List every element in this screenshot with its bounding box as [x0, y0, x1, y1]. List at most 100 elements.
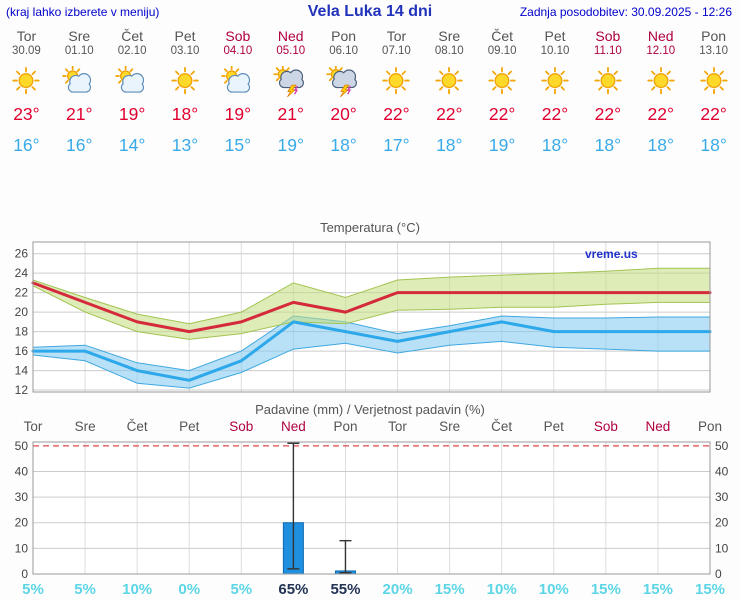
precip-probability: 15% [643, 581, 673, 598]
precip-day-label: Pet [544, 419, 565, 434]
y-tick-label: 24 [15, 266, 29, 280]
precip-probability: 10% [122, 581, 152, 598]
max-temperature: 19° [118, 104, 146, 124]
day-name: Sob [595, 28, 621, 44]
weather-icon-wrap [482, 66, 522, 97]
forecast-day: Tor 07.10 22° 17° [370, 28, 423, 156]
watermark: vreme.us [585, 247, 638, 261]
precipitation-chart: Tor Sre Čet Pet Sob Ned Pon Tor Sre Čet Pet Sob Ned P… [15, 419, 729, 598]
weather-icon-wrap [429, 66, 469, 97]
y-tick-label: 16 [15, 344, 29, 358]
max-temperature: 18° [171, 104, 199, 124]
precipitation-chart-title: Padavine (mm) / Verjetnost padavin (%) [255, 402, 485, 417]
day-name: Ned [277, 28, 304, 44]
y-tick-label: 20 [15, 516, 29, 530]
y-tick-label: 10 [15, 541, 29, 555]
y-tick-label: 50 [715, 439, 729, 453]
precip-day-label: Sre [75, 419, 96, 434]
min-temperature: 19° [488, 135, 516, 155]
forecast-day: Sre 01.10 21° 16° [53, 28, 106, 156]
sun-icon [12, 66, 41, 95]
forecast-day: Sre 08.10 22° 18° [423, 28, 476, 156]
weather-icon-wrap [641, 66, 681, 97]
weather-icon-wrap [324, 64, 364, 98]
weather-icon-wrap [694, 66, 734, 97]
day-date: 05.10 [276, 45, 306, 57]
forecast-day: Pet 03.10 18° 13° [159, 28, 212, 156]
precip-probability: 15% [591, 581, 621, 598]
sun-icon [699, 66, 728, 95]
min-temperature: 18° [700, 135, 727, 155]
max-temperature: 21° [277, 104, 304, 124]
max-temperature: 19° [224, 104, 252, 124]
sun-cloud-icon [62, 65, 92, 93]
precip-day-label: Sre [439, 419, 460, 434]
max-temperature: 22° [383, 104, 410, 124]
forecast-day: Pon 06.10 20° 18° [317, 28, 370, 156]
sun-icon [647, 66, 675, 95]
precip-probability: 10% [487, 581, 517, 598]
y-tick-label: 14 [15, 364, 29, 378]
forecast-day: Ned 05.10 21° 19° [264, 28, 317, 156]
precip-day-label: Tor [388, 419, 407, 434]
forecast-day: Ned 12.10 22° 18° [634, 28, 687, 156]
precip-day-label: Ned [281, 419, 306, 434]
y-tick-label: 0 [715, 567, 722, 581]
day-name: Sre [68, 28, 91, 44]
precip-day-label: Čet [491, 419, 512, 434]
min-temperature: 16° [66, 135, 93, 155]
forecast-day: Tor 30.09 23° 16° [0, 28, 53, 156]
precip-probability: 15% [435, 581, 465, 598]
day-name: Tor [386, 28, 407, 44]
precip-day-label: Ned [646, 419, 671, 434]
max-temperature: 22° [594, 104, 622, 124]
min-temperature: 17° [383, 135, 410, 155]
max-temperature: 22° [541, 104, 569, 124]
precip-probability: 5% [230, 581, 252, 598]
min-temperature: 14° [118, 135, 146, 155]
y-tick-label: 50 [15, 439, 29, 453]
precip-day-label: Čet [127, 419, 148, 434]
day-date: 09.10 [487, 45, 517, 57]
day-name: Pet [174, 28, 196, 44]
forecast-day: Pet 10.10 22° 18° [529, 28, 582, 156]
min-temperature: 18° [330, 135, 357, 155]
weather-icon-wrap [112, 65, 152, 97]
page-title: Vela Luka 14 dni [307, 3, 433, 20]
weather-icon-wrap [6, 66, 46, 97]
precip-probability: 0% [178, 581, 200, 598]
max-temperature: 22° [700, 104, 727, 124]
day-name: Ned [647, 28, 674, 44]
precip-probability: 65% [278, 581, 308, 598]
precip-day-label: Pon [698, 419, 722, 434]
sun-icon [382, 66, 411, 95]
precip-day-label: Sob [594, 419, 618, 434]
y-tick-label: 18 [15, 325, 29, 339]
day-name: Čet [491, 28, 514, 44]
precip-probability: 55% [330, 581, 360, 598]
max-temperature: 22° [488, 104, 516, 124]
day-date: 30.09 [12, 45, 41, 57]
day-date: 12.10 [646, 45, 676, 57]
precip-probability: 15% [695, 581, 725, 598]
last-updated: Zadnja posodobitev: 30.09.2025 - 12:26 [519, 5, 732, 19]
series-max-temperatura [31, 281, 712, 334]
min-temperature: 18° [594, 135, 622, 155]
lightning-icon [286, 84, 297, 98]
day-date: 10.10 [540, 45, 570, 57]
weather-icon-wrap [59, 65, 99, 97]
y-tick-label: 40 [715, 464, 729, 478]
max-temperature: 22° [436, 104, 463, 124]
min-temperature: 16° [13, 135, 40, 155]
min-temperature: 18° [436, 135, 463, 155]
precip-day-label: Sob [229, 419, 253, 434]
day-date: 11.10 [593, 45, 622, 57]
day-date: 03.10 [170, 45, 200, 57]
y-tick-label: 30 [715, 490, 729, 504]
y-tick-label: 26 [15, 247, 29, 261]
day-name: Čet [121, 28, 144, 44]
day-date: 08.10 [434, 45, 464, 57]
sun-cloud-icon [115, 65, 145, 93]
y-tick-label: 20 [715, 516, 729, 530]
lightning-icon [346, 85, 351, 95]
